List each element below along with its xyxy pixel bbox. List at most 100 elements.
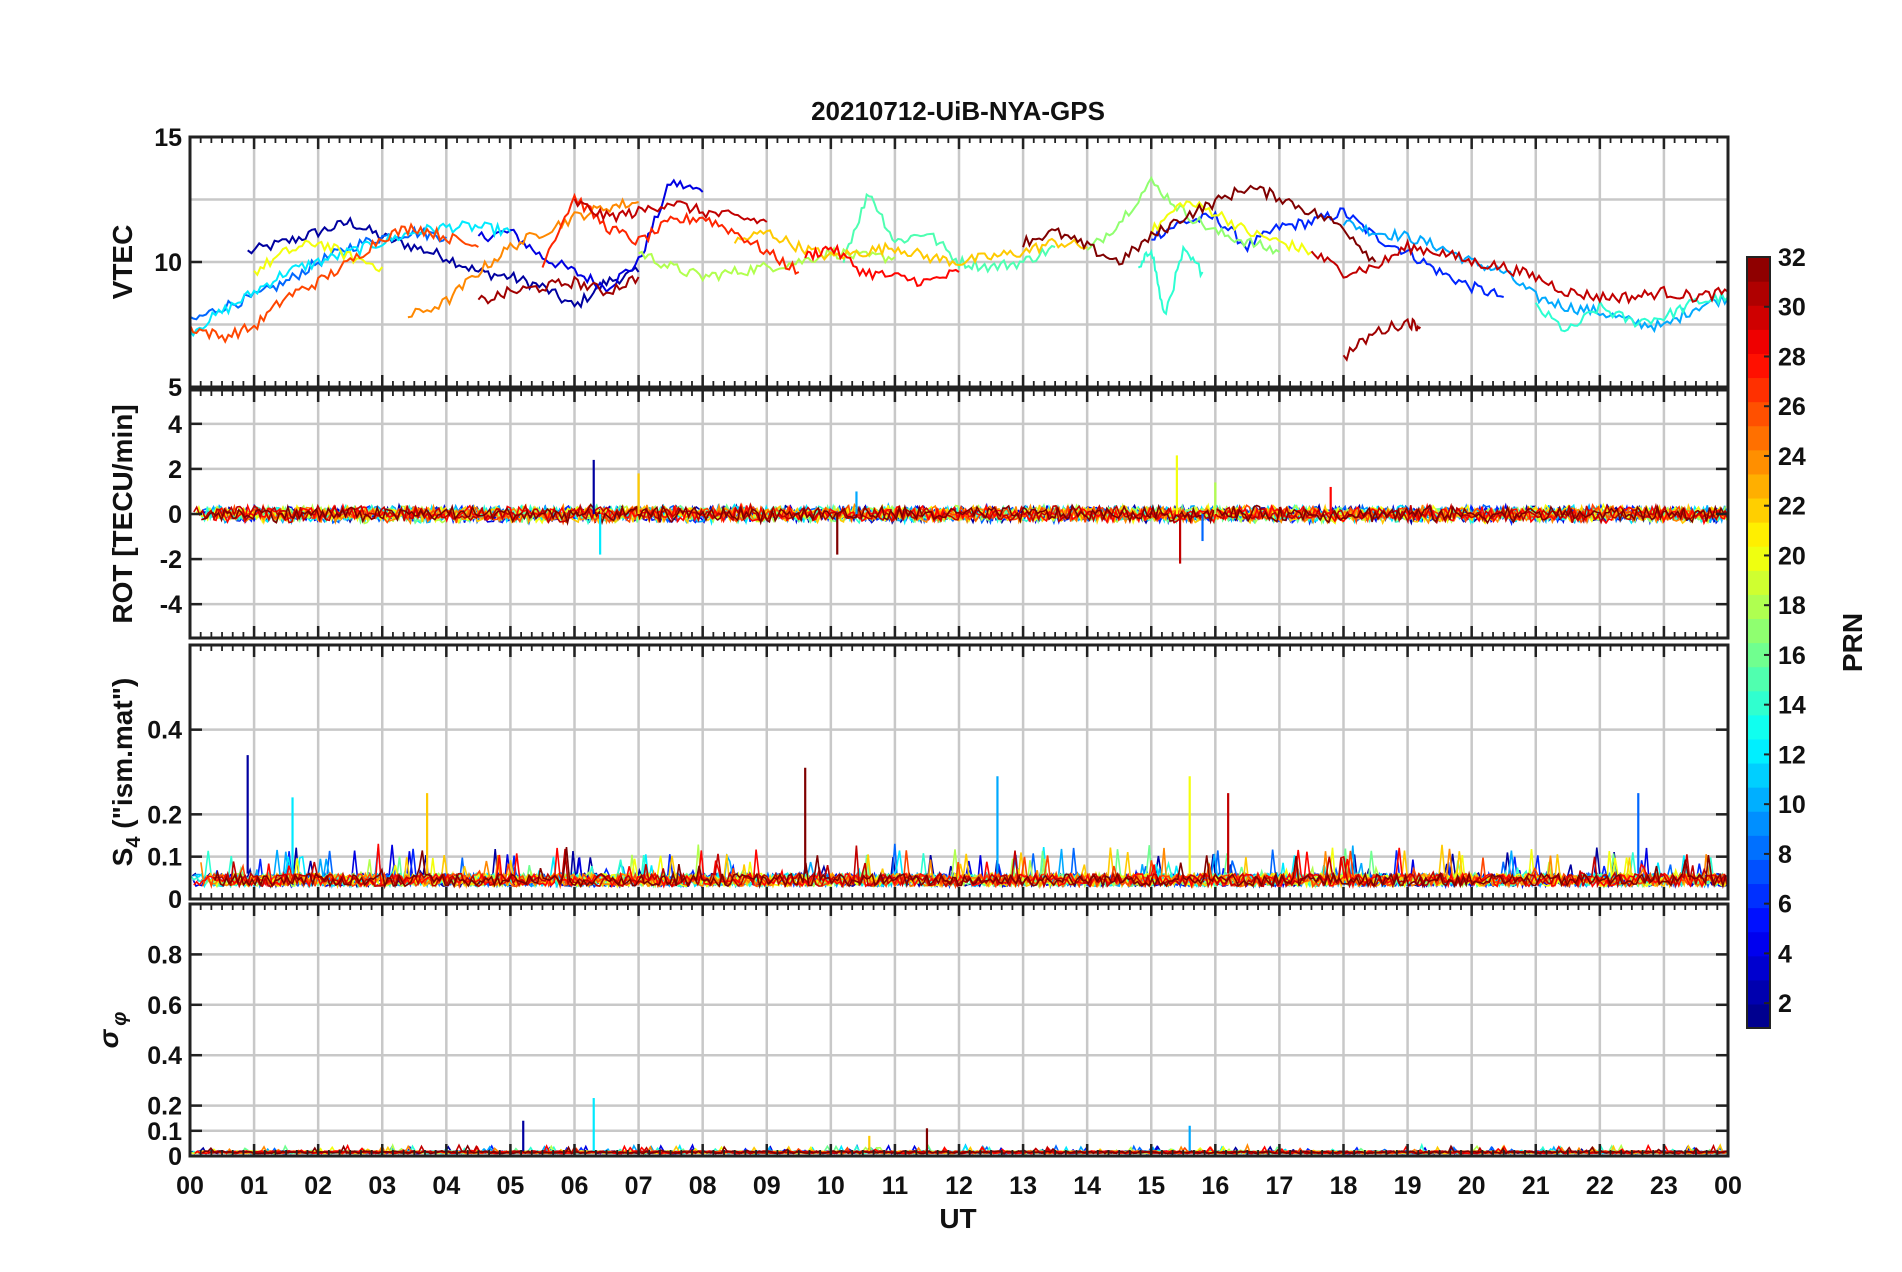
colorbar-tick-label: 8: [1778, 841, 1792, 869]
colorbar-segment: [1747, 618, 1770, 644]
colorbar-segment: [1747, 570, 1770, 595]
colorbar-segment: [1747, 883, 1770, 909]
colorbar-tick-label: 14: [1778, 692, 1806, 720]
colorbar-segment: [1747, 979, 1770, 1005]
series-prn-30: [573, 198, 768, 225]
y-tick-label: 0.6: [147, 992, 182, 1020]
colorbar-segment: [1747, 425, 1770, 451]
colorbar-label: PRN: [1837, 613, 1868, 672]
y-tick-label: 4: [168, 411, 182, 439]
colorbar-segment: [1747, 329, 1770, 354]
x-tick-label: 09: [753, 1172, 781, 1200]
colorbar-tick-label: 32: [1778, 244, 1806, 272]
colorbar-segment: [1747, 690, 1770, 716]
series-prn-10: [1342, 219, 1728, 334]
x-tick-label: 02: [304, 1172, 332, 1200]
colorbar-segment: [1747, 353, 1770, 379]
y-tick-label: 0: [168, 501, 182, 529]
y-tick-label: 0.1: [147, 844, 182, 872]
colorbar-segment: [1747, 594, 1770, 620]
x-axis-label: UT: [939, 1203, 976, 1234]
colorbar-segment: [1747, 787, 1770, 812]
y-tick-label: 10: [154, 249, 182, 277]
y-axis-label-rot: ROT [TECU/min]: [107, 404, 138, 623]
y-tick-label: 0.2: [147, 801, 182, 829]
series-prn-15: [842, 192, 1056, 274]
colorbar-segment: [1747, 449, 1770, 475]
y-tick-label: 0.2: [147, 1093, 182, 1121]
series-prn-31: [1342, 317, 1422, 362]
x-tick-label: 19: [1394, 1172, 1422, 1200]
y-tick-label: 5: [168, 374, 182, 402]
x-tick-label: 17: [1266, 1172, 1294, 1200]
series-prn-22: [733, 229, 1088, 268]
y-tick-label: 0.1: [147, 1118, 182, 1146]
x-tick-label: 00: [1714, 1172, 1742, 1200]
colorbar-segment: [1747, 497, 1770, 523]
colorbar-segment: [1747, 835, 1770, 860]
x-tick-label: 03: [368, 1172, 396, 1200]
x-tick-label: 16: [1201, 1172, 1229, 1200]
series-prn-12: [190, 220, 512, 338]
series-prn-2: [247, 216, 640, 309]
colorbar-tick-label: 24: [1778, 443, 1806, 471]
y-tick-label: 0: [168, 1143, 182, 1171]
colorbar-tick-label: 2: [1778, 990, 1792, 1018]
series-prn-30: [193, 502, 1728, 525]
x-tick-label: 10: [817, 1172, 845, 1200]
y-axis-label-s4: S4 ("ism.mat"): [107, 678, 145, 867]
y-tick-label: -2: [160, 546, 182, 574]
x-tick-label: 11: [882, 1172, 909, 1200]
panel-sigma_phi: 00.10.2 0.4 0.6 0.8 σφ: [93, 902, 1730, 1171]
colorbar-segment: [1747, 257, 1770, 282]
colorbar-segment: [1747, 377, 1770, 403]
x-tick-label: 05: [497, 1172, 525, 1200]
colorbar-segment: [1747, 859, 1770, 885]
series-prn-20: [1150, 200, 1313, 256]
y-axis-label-vtec: VTEC: [107, 225, 138, 300]
colorbar-tick-label: 20: [1778, 542, 1806, 570]
y-tick-label: 15: [154, 124, 182, 152]
y-tick-label: -4: [160, 591, 182, 619]
colorbar-segment: [1747, 642, 1770, 668]
x-tick-label: 04: [432, 1172, 460, 1200]
colorbar-segment: [1747, 546, 1770, 571]
y-axis-label-sigma_phi: σφ: [93, 1012, 131, 1049]
panel-vtec: 5 10 15 VTEC: [107, 124, 1730, 402]
series-prn-4: [477, 178, 704, 294]
colorbar-segment: [1747, 907, 1770, 933]
x-tick-label: 06: [561, 1172, 589, 1200]
x-tick-label: 20: [1458, 1172, 1486, 1200]
colorbar-tick-label: 28: [1778, 343, 1806, 371]
series-prn-32: [1022, 184, 1377, 266]
colorbar-segment: [1747, 305, 1770, 330]
series-prn-27: [541, 192, 800, 276]
colorbar-segment: [1747, 738, 1770, 764]
colorbar-segment: [1747, 281, 1770, 306]
y-tick-label: 0.4: [147, 717, 182, 745]
series-prn-31: [477, 274, 640, 305]
colorbar-tick-label: 4: [1778, 940, 1792, 968]
y-tick-label: 0: [168, 886, 182, 914]
colorbar-segment: [1747, 762, 1770, 788]
x-tick-label: 21: [1522, 1172, 1550, 1200]
x-tick-label: 15: [1137, 1172, 1165, 1200]
colorbar-segment: [1747, 666, 1770, 692]
series-group-rot: [193, 455, 1728, 564]
x-tick-label: 00: [176, 1172, 204, 1200]
series-group-vtec: [190, 175, 1728, 362]
colorbar-segment: [1747, 955, 1770, 981]
series-prn-28: [804, 243, 960, 288]
series-prn-32: [201, 503, 1728, 526]
x-tick-label: 23: [1650, 1172, 1678, 1200]
series-prn-26: [190, 222, 479, 344]
x-tick-label: 14: [1073, 1172, 1101, 1200]
colorbar-segment: [1747, 811, 1770, 836]
colorbar-segment: [1747, 473, 1770, 499]
x-tick-label: 01: [240, 1172, 268, 1200]
colorbar-segment: [1747, 931, 1770, 957]
x-tick-label: 18: [1330, 1172, 1358, 1200]
series-prn-6: [1151, 207, 1504, 298]
y-tick-label: 0.8: [147, 941, 182, 969]
